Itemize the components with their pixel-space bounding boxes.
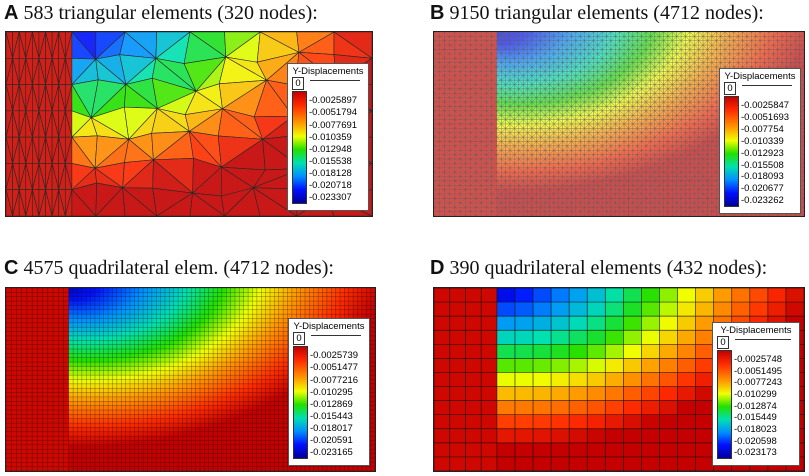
legend-tick-label: -0.0025748 [734, 354, 783, 366]
panel-title-text: 4575 quadrilateral elem. (4712 nodes): [23, 257, 334, 279]
panel-letter: D [430, 257, 445, 279]
legend-title-underline [310, 80, 360, 81]
legend-tick-label: -0.0077243 [734, 377, 783, 389]
legend-title-underline [311, 335, 361, 336]
legend-tick-label: -0.010299 [734, 389, 777, 401]
legend-tick-label: -0.007754 [741, 124, 784, 136]
panel-title: D 390 quadrilateral elements (432 nodes): [430, 257, 767, 279]
legend-tick-label: -0.020718 [309, 179, 352, 191]
legend-tick-label: -0.010295 [310, 386, 353, 398]
legend-tick-label: -0.012948 [309, 143, 352, 155]
legend-tick-label: -0.015443 [310, 410, 353, 422]
panel-title-text: 9150 triangular elements (4712 nodes): [449, 2, 764, 24]
legend-tick-label: -0.012869 [310, 398, 353, 410]
panel-title-text: 583 triangular elements (320 nodes): [23, 2, 318, 24]
panel-title: B 9150 triangular elements (4712 nodes): [430, 2, 764, 24]
legend-tick-label: -0.018128 [309, 167, 352, 179]
panel-letter: A [4, 2, 19, 24]
legend-tick-label: -0.020591 [310, 434, 353, 446]
legend-tick-label: -0.010339 [741, 135, 784, 147]
legend-tick-label: -0.0051693 [741, 112, 790, 124]
legend-title-underline [742, 85, 792, 86]
legend-tick-label: -0.0051794 [309, 107, 358, 119]
legend-title: Y-Displacements [293, 321, 365, 332]
legend-tick-label: -0.018093 [741, 171, 784, 183]
legend-tick-label: -0.020598 [734, 435, 777, 447]
legend-tick-label: -0.0025739 [310, 350, 359, 362]
legend-title-underline [735, 339, 791, 340]
legend-color-bar [717, 350, 732, 459]
legend-color-bar [724, 96, 739, 207]
legend-tick-label: -0.018023 [734, 424, 777, 436]
legend-tick-label: -0.023173 [734, 447, 777, 459]
legend-zero-label: 0 [717, 336, 729, 349]
legend-tick-label: -0.012874 [734, 400, 777, 412]
legend-title: Y-Displacements [720, 325, 792, 336]
color-legend: Y-Displacements 0 -0.0025897 -0.0051794 -0.0… [287, 63, 369, 211]
legend-tick-label: -0.015449 [734, 412, 777, 424]
legend-tick-label: -0.0077216 [310, 374, 359, 386]
legend-title: Y-Displacements [724, 71, 796, 82]
legend-zero-label: 0 [292, 77, 304, 90]
legend-tick-label: -0.023165 [310, 446, 353, 458]
legend-zero-label: 0 [724, 82, 736, 95]
legend-tick-label: -0.023307 [309, 191, 352, 203]
legend-tick-label: -0.015508 [741, 159, 784, 171]
color-legend: Y-Displacements 0 -0.0025748 -0.0051495 -0.0… [712, 322, 800, 466]
color-legend: Y-Displacements 0 -0.0025847 -0.0051693 -0.0… [719, 68, 801, 214]
legend-tick-label: -0.0025897 [309, 95, 358, 107]
legend-tick-label: -0.010359 [309, 131, 352, 143]
legend-color-bar [292, 91, 307, 204]
panel-letter: C [4, 257, 19, 279]
panel-title-text: 390 quadrilateral elements (432 nodes): [449, 257, 768, 279]
legend-zero-label: 0 [293, 332, 305, 345]
legend-tick-label: -0.0025847 [741, 100, 790, 112]
panel-letter: B [430, 2, 445, 24]
legend-tick-label: -0.0051495 [734, 365, 783, 377]
panel-title: C 4575 quadrilateral elem. (4712 nodes): [4, 257, 334, 279]
legend-tick-label: -0.020677 [741, 183, 784, 195]
legend-tick-label: -0.0077691 [309, 119, 358, 131]
legend-tick-label: -0.0051477 [310, 362, 359, 374]
legend-tick-label: -0.015538 [309, 155, 352, 167]
legend-color-bar [293, 346, 308, 459]
legend-tick-label: -0.023262 [741, 195, 784, 207]
legend-title: Y-Displacements [292, 66, 364, 77]
legend-tick-label: -0.012923 [741, 147, 784, 159]
color-legend: Y-Displacements 0 -0.0025739 -0.0051477 -0.0… [288, 318, 370, 466]
panel-title: A 583 triangular elements (320 nodes): [4, 2, 318, 24]
legend-tick-label: -0.018017 [310, 422, 353, 434]
